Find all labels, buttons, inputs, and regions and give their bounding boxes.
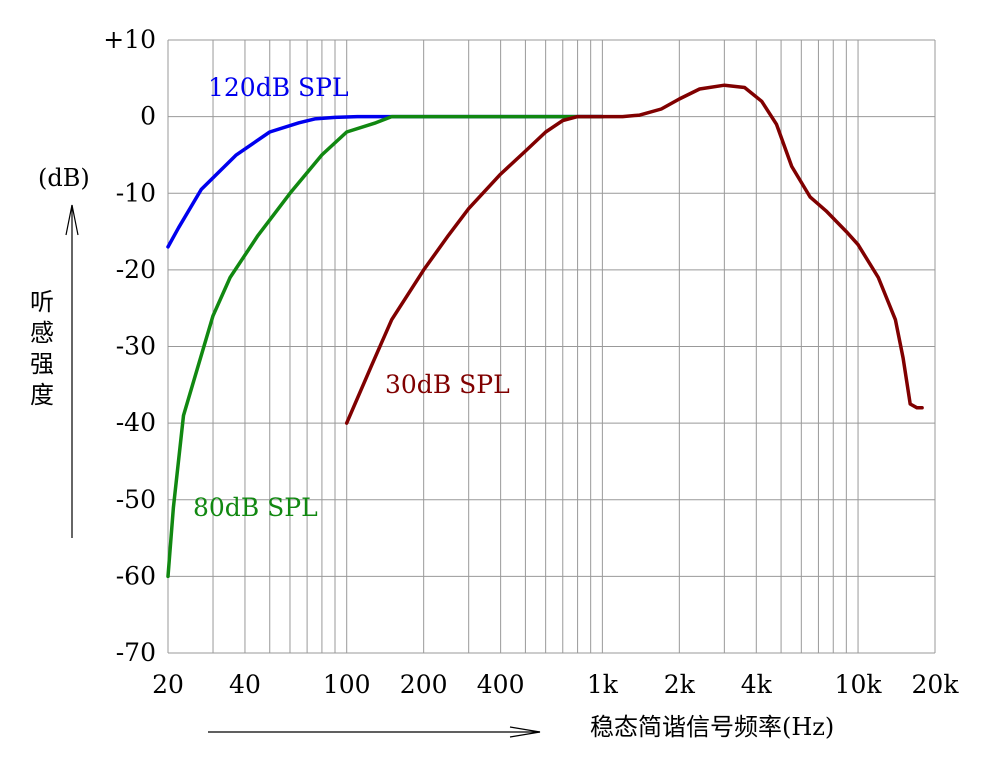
axis-titles: (dB) 听感强度 稳态简谐信号频率(Hz) <box>30 164 834 741</box>
y-axis-arrow-head <box>65 204 79 236</box>
series-line-80db-spl <box>166 114 605 579</box>
series-label-30db-spl: 30dB SPL <box>385 370 510 399</box>
y-tick-label: -30 <box>116 332 156 361</box>
x-tick-label: 2k <box>664 670 696 699</box>
x-tick-label: 10k <box>835 670 883 699</box>
y-tick-label: -40 <box>116 408 156 437</box>
series-label-80db-spl: 80dB SPL <box>193 493 318 522</box>
y-tick-label: -20 <box>116 255 156 284</box>
y-axis-unit: (dB) <box>38 164 90 192</box>
x-axis-title: 稳态简谐信号频率(Hz) <box>590 713 834 741</box>
series-labels: 120dB SPL 80dB SPL 30dB SPL <box>193 73 510 522</box>
x-tick-label: 40 <box>229 670 261 699</box>
x-tick-label: 20 <box>152 670 184 699</box>
series-line-30db-spl <box>344 83 924 425</box>
y-tick-label: -50 <box>116 485 156 514</box>
x-tick-label: 400 <box>477 670 525 699</box>
series-line-120db-spl <box>166 114 605 249</box>
x-tick-label: 20k <box>912 670 960 699</box>
y-axis-title-text: 听感强度 <box>30 288 54 409</box>
y-axis-title: 听感强度 <box>30 288 54 409</box>
y-tick-label: -60 <box>116 561 156 590</box>
x-tick-label: 4k <box>741 670 773 699</box>
y-tick-label: 0 <box>140 102 156 131</box>
series-label-120db-spl: 120dB SPL <box>208 73 349 102</box>
y-tick-label: -70 <box>116 638 156 667</box>
series-lines <box>166 83 924 579</box>
x-tick-label: 100 <box>323 670 371 699</box>
x-tick-label: 200 <box>400 670 448 699</box>
tick-labels: +10 0 -10 -20 -30 -40 -50 -60 -70 20 40 100 200 400 1k… <box>103 25 959 699</box>
grid <box>167 39 936 654</box>
y-tick-label: -10 <box>116 178 156 207</box>
x-tick-label: 1k <box>587 670 619 699</box>
y-tick-label: +10 <box>103 25 156 54</box>
x-axis-arrow-head <box>509 726 541 738</box>
